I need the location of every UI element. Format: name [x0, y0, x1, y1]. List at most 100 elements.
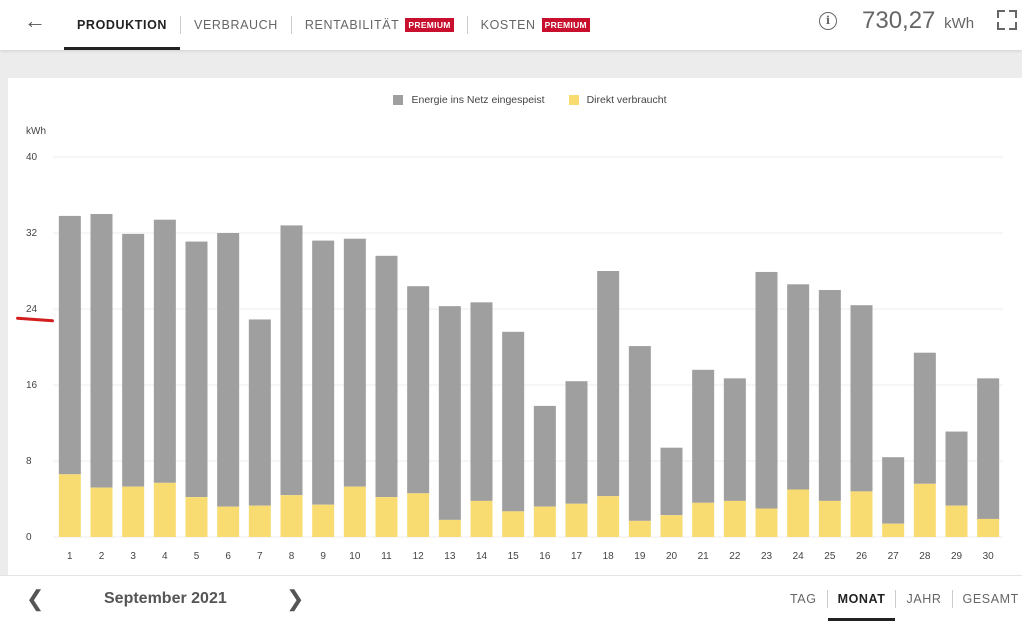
x-tick-label: 7 — [257, 551, 263, 562]
tab-rentabilitaet[interactable]: RENTABILITÄT PREMIUM — [292, 0, 467, 50]
bar-direkt-day-18 — [597, 496, 620, 537]
x-tick-label: 15 — [508, 551, 520, 562]
bar-netz-day-18 — [597, 271, 620, 497]
premium-badge: PREMIUM — [405, 18, 454, 32]
bar-direkt-day-7 — [248, 505, 271, 537]
period-divider — [826, 589, 828, 608]
bar-direkt-day-26 — [850, 491, 873, 537]
legend-item-direkt[interactable]: Direkt verbraucht — [568, 94, 667, 106]
bar-netz-day-20 — [660, 447, 683, 516]
bar-netz-day-5 — [185, 241, 208, 498]
period-tab-tag-label: TAG — [790, 591, 817, 606]
info-icon[interactable]: i — [819, 12, 837, 30]
y-tick-label: 0 — [26, 532, 32, 543]
x-tick-label: 8 — [289, 551, 295, 562]
legend-item-netz[interactable]: Energie ins Netz eingespeist — [393, 94, 545, 106]
fullscreen-corner — [997, 22, 1005, 30]
period-tab-jahr-label: JAHR — [906, 591, 942, 606]
bar-netz-day-29 — [945, 431, 968, 506]
total-energy: 730,27 kWh — [862, 7, 974, 35]
legend-swatch-direkt — [568, 95, 579, 105]
bar-direkt-day-25 — [818, 500, 841, 537]
x-tick-label: 17 — [571, 551, 583, 562]
premium-badge: PREMIUM — [541, 18, 590, 32]
fullscreen-corner — [1009, 22, 1017, 30]
fullscreen-icon[interactable] — [997, 10, 1017, 30]
chart-card: Energie ins Netz eingespeist Direkt verb… — [8, 78, 1022, 620]
x-tick-label: 29 — [951, 551, 963, 562]
tab-kosten[interactable]: KOSTEN PREMIUM — [468, 0, 603, 50]
x-tick-label: 3 — [130, 551, 136, 562]
current-month: September 2021 — [104, 590, 227, 607]
bar-netz-day-8 — [280, 225, 303, 496]
x-tick-label: 14 — [476, 551, 488, 562]
tab-divider — [466, 16, 468, 34]
legend-swatch-netz — [393, 95, 404, 105]
tab-verbrauch[interactable]: VERBRAUCH — [181, 0, 291, 50]
footer-bar: ❮ September 2021 ❯ TAG MONAT JAHR GESAMT — [0, 575, 1022, 621]
bar-netz-day-10 — [343, 238, 366, 487]
bar-netz-day-7 — [248, 319, 271, 506]
bar-netz-day-4 — [153, 219, 176, 483]
x-tick-label: 22 — [729, 551, 741, 562]
bar-netz-day-15 — [502, 331, 525, 512]
period-tab-monat[interactable]: MONAT — [827, 576, 896, 621]
bar-direkt-day-1 — [58, 474, 81, 537]
tab-divider — [290, 16, 292, 34]
bar-direkt-day-3 — [122, 486, 145, 537]
bar-netz-day-30 — [977, 378, 1000, 519]
legend-label-direkt: Direkt verbraucht — [586, 94, 667, 106]
legend-label-netz: Energie ins Netz eingespeist — [411, 94, 545, 106]
bar-direkt-day-24 — [787, 489, 810, 537]
chevron-left-icon[interactable]: ❮ — [26, 586, 45, 611]
bar-direkt-day-9 — [312, 504, 335, 537]
period-tab-gesamt[interactable]: GESAMT — [953, 576, 1022, 621]
period-tab-jahr[interactable]: JAHR — [896, 576, 951, 621]
bar-direkt-day-21 — [692, 502, 715, 537]
bar-netz-day-25 — [818, 290, 841, 501]
x-tick-label: 4 — [162, 551, 168, 562]
x-tick-label: 6 — [225, 551, 231, 562]
bar-netz-day-21 — [692, 369, 715, 503]
x-tick-label: 25 — [824, 551, 836, 562]
bar-direkt-day-13 — [438, 519, 461, 537]
bar-direkt-day-8 — [280, 495, 303, 537]
tab-produktion[interactable]: PRODUKTION — [64, 0, 181, 50]
bar-direkt-day-17 — [565, 503, 588, 537]
fullscreen-corner — [1009, 10, 1017, 18]
chevron-right-icon[interactable]: ❯ — [286, 586, 305, 611]
bar-direkt-day-29 — [945, 505, 968, 537]
x-tick-label: 1 — [67, 551, 73, 562]
bar-direkt-day-6 — [217, 506, 240, 537]
y-tick-label: 32 — [26, 228, 38, 239]
y-tick-label: 8 — [26, 456, 32, 467]
arrow-left-icon[interactable]: ← — [24, 8, 46, 33]
bar-netz-day-12 — [407, 286, 430, 494]
bar-netz-day-28 — [913, 352, 936, 484]
tab-kosten-label: KOSTEN — [480, 18, 536, 32]
bar-netz-day-22 — [723, 378, 746, 501]
period-divider — [951, 589, 953, 608]
main-tabs: PRODUKTION VERBRAUCH RENTABILITÄT PREMIUM… — [64, 0, 603, 50]
bar-netz-day-24 — [787, 284, 810, 490]
tab-divider — [180, 16, 182, 34]
bar-direkt-day-19 — [628, 520, 651, 537]
bar-netz-day-1 — [58, 215, 81, 475]
period-tab-tag[interactable]: TAG — [780, 576, 827, 621]
bar-direkt-day-22 — [723, 500, 746, 537]
x-tick-label: 27 — [888, 551, 900, 562]
period-tabs: TAG MONAT JAHR GESAMT — [780, 576, 1022, 621]
bar-netz-day-3 — [122, 233, 145, 487]
bar-direkt-day-23 — [755, 508, 778, 537]
bar-netz-day-11 — [375, 255, 398, 498]
bar-direkt-day-5 — [185, 497, 208, 537]
x-tick-label: 16 — [539, 551, 551, 562]
bar-netz-day-13 — [438, 306, 461, 520]
x-tick-label: 21 — [698, 551, 710, 562]
bar-direkt-day-12 — [407, 493, 430, 537]
chart-legend: Energie ins Netz eingespeist Direkt verb… — [8, 94, 1022, 106]
bar-direkt-day-14 — [470, 500, 493, 537]
x-tick-label: 19 — [634, 551, 646, 562]
x-tick-label: 5 — [194, 551, 200, 562]
